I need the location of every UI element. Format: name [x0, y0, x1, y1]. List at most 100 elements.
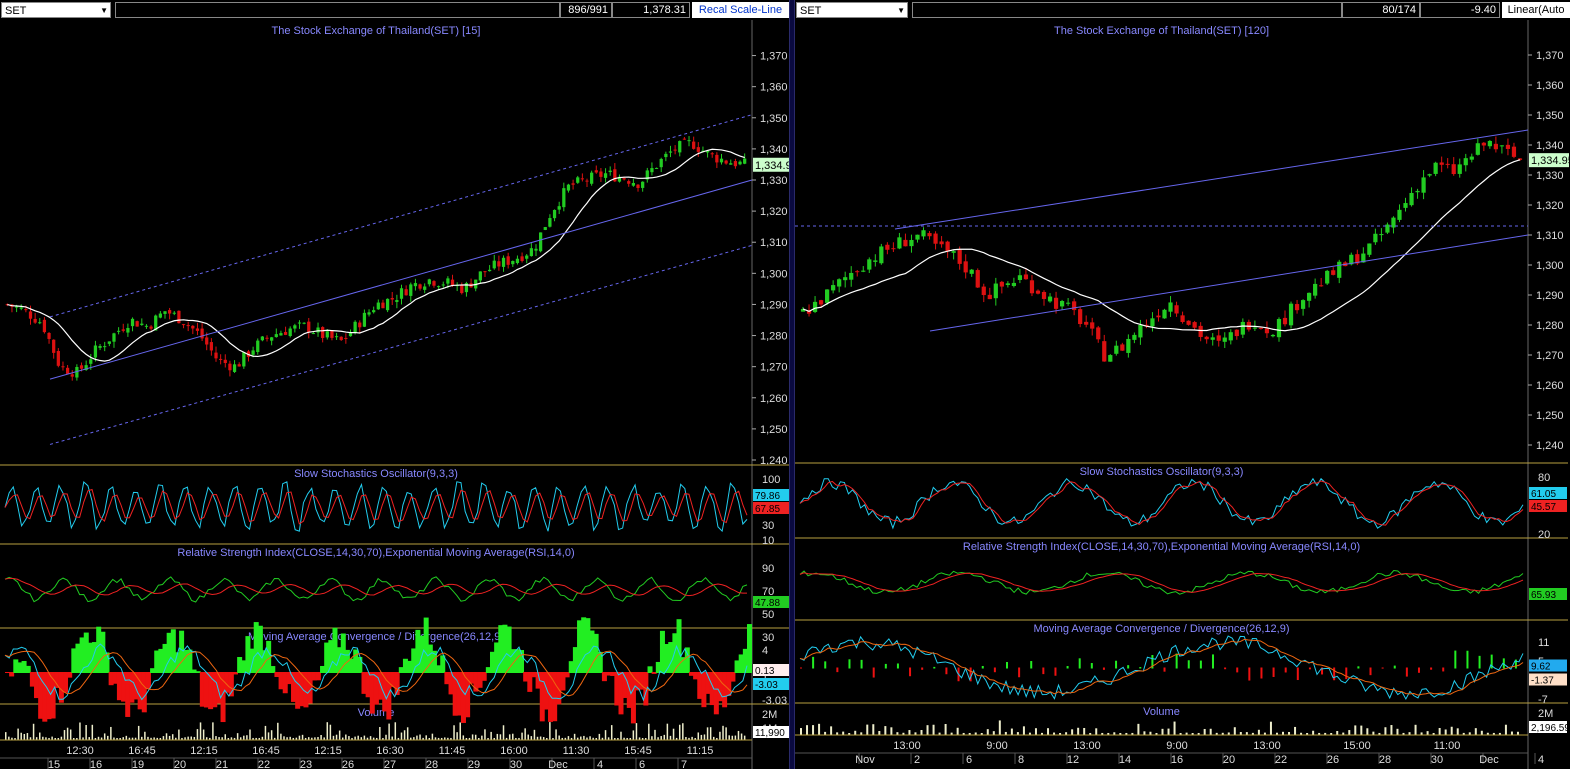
macd-histogram-bar — [836, 667, 839, 673]
macd-histogram-bar — [734, 660, 740, 673]
stoch-tick-label: 30 — [762, 520, 774, 532]
right-toolbar: SET ▼ 80/174 -9.40 Linear(Auto — [795, 0, 1570, 20]
volume-bar — [162, 736, 165, 740]
volume-bar — [419, 734, 421, 740]
candle-body — [344, 337, 348, 339]
volume-bar — [317, 737, 319, 740]
volume-bar — [447, 737, 449, 740]
volume-bar — [289, 736, 291, 740]
macd-histogram-bar — [548, 672, 554, 722]
date-label: 30 — [1431, 754, 1443, 766]
macd-histogram-bar — [1321, 667, 1324, 675]
macd-histogram-bar — [726, 672, 732, 697]
volume-bar — [737, 730, 740, 740]
volume-bar — [42, 736, 44, 740]
volume-bar — [1227, 732, 1230, 735]
volume-bar — [1071, 729, 1074, 735]
volume-bar — [1251, 732, 1254, 735]
volume-bar — [890, 727, 893, 735]
stoch-d-tag — [753, 502, 789, 514]
candle-body — [353, 321, 357, 333]
macd-histogram-bar — [1236, 667, 1239, 673]
candle-body — [915, 234, 920, 240]
stoch-title: Slow Stochastics Oscillator(9,3,3) — [294, 468, 458, 480]
macd-histogram-bar — [993, 667, 996, 673]
volume-bar — [1486, 732, 1489, 735]
candle-body — [603, 173, 608, 178]
macd-tick-label: 4 — [762, 645, 768, 657]
macd-histogram-bar — [1042, 667, 1045, 675]
candle-body — [362, 312, 367, 327]
volume-bar — [1300, 732, 1303, 735]
date-label: 12 — [1067, 754, 1079, 766]
macd-histogram-bar — [67, 672, 73, 678]
macd-histogram-bar — [465, 672, 471, 718]
volume-title: Volume — [1143, 706, 1180, 718]
left-symbol-select[interactable]: SET ▼ — [1, 2, 111, 18]
volume-bar — [283, 736, 285, 740]
time-label: 16:00 — [500, 745, 528, 757]
date-label: 6 — [639, 759, 645, 769]
candle-body — [879, 246, 884, 264]
candle-body — [1144, 324, 1149, 326]
candle-body — [1493, 143, 1498, 150]
volume-bar — [932, 724, 935, 735]
macd-histogram-bar — [1430, 667, 1433, 670]
time-label: 16:45 — [252, 745, 280, 757]
volume-bar — [592, 737, 594, 740]
right-symbol-select[interactable]: SET ▼ — [796, 2, 908, 18]
volume-bar — [1089, 732, 1092, 735]
volume-bar — [1342, 732, 1345, 735]
recal-scale-line-button[interactable]: Recal Scale-Line — [692, 2, 789, 18]
candle-body — [664, 153, 668, 158]
macd-histogram-bar — [315, 672, 321, 681]
candle-body — [61, 366, 65, 368]
candle-body — [1276, 319, 1282, 338]
candle-body — [1059, 301, 1065, 307]
date-label: 7 — [681, 759, 687, 769]
macd-histogram-bar — [17, 662, 23, 673]
volume-bar — [202, 729, 205, 740]
volume-bar — [141, 736, 143, 740]
pane-splitter[interactable] — [789, 0, 795, 769]
candle-body — [617, 176, 622, 182]
candle-body — [339, 336, 343, 341]
macd-histogram-bar — [556, 672, 562, 705]
candle-body — [543, 227, 547, 230]
candle-body — [24, 309, 28, 311]
candle-body — [436, 286, 441, 288]
volume-bar — [400, 732, 403, 740]
macd-histogram-bar — [688, 672, 694, 676]
macd-histogram-bar — [680, 657, 686, 673]
stoch-d-line — [799, 480, 1524, 526]
candle-body — [293, 325, 297, 329]
candle-body — [738, 161, 742, 165]
time-label: 11:30 — [563, 745, 590, 757]
macd-histogram-bar — [150, 668, 156, 673]
candle-body — [571, 183, 575, 185]
volume-bar — [589, 736, 591, 740]
volume-bar — [23, 733, 26, 740]
macd-histogram-bar — [228, 672, 234, 697]
macd-histogram-bar — [489, 651, 495, 673]
volume-bar — [1083, 727, 1086, 735]
macd-histogram-bar — [981, 665, 984, 669]
candle-body — [641, 181, 645, 188]
candle-body — [79, 365, 84, 369]
candle-body — [975, 270, 980, 288]
left-chart-canvas[interactable]: The Stock Exchange of Thailand(SET) [15]… — [0, 20, 789, 769]
right-chart-canvas[interactable]: The Stock Exchange of Thailand(SET) [120… — [795, 20, 1570, 769]
linear-auto-button[interactable]: Linear(Auto — [1502, 2, 1570, 18]
price-tick-label: 1,360 — [1536, 80, 1564, 92]
candle-body — [659, 158, 663, 168]
volume-bar — [1131, 732, 1134, 735]
volume-bar — [1462, 732, 1465, 735]
volume-bar — [320, 735, 322, 740]
volume-bar — [239, 737, 242, 740]
candle-body — [409, 284, 413, 296]
volume-bar — [521, 732, 523, 740]
candle-body — [1156, 315, 1161, 318]
candle-body — [42, 319, 47, 333]
rsi-line — [799, 570, 1524, 595]
candle-body — [1180, 315, 1185, 322]
